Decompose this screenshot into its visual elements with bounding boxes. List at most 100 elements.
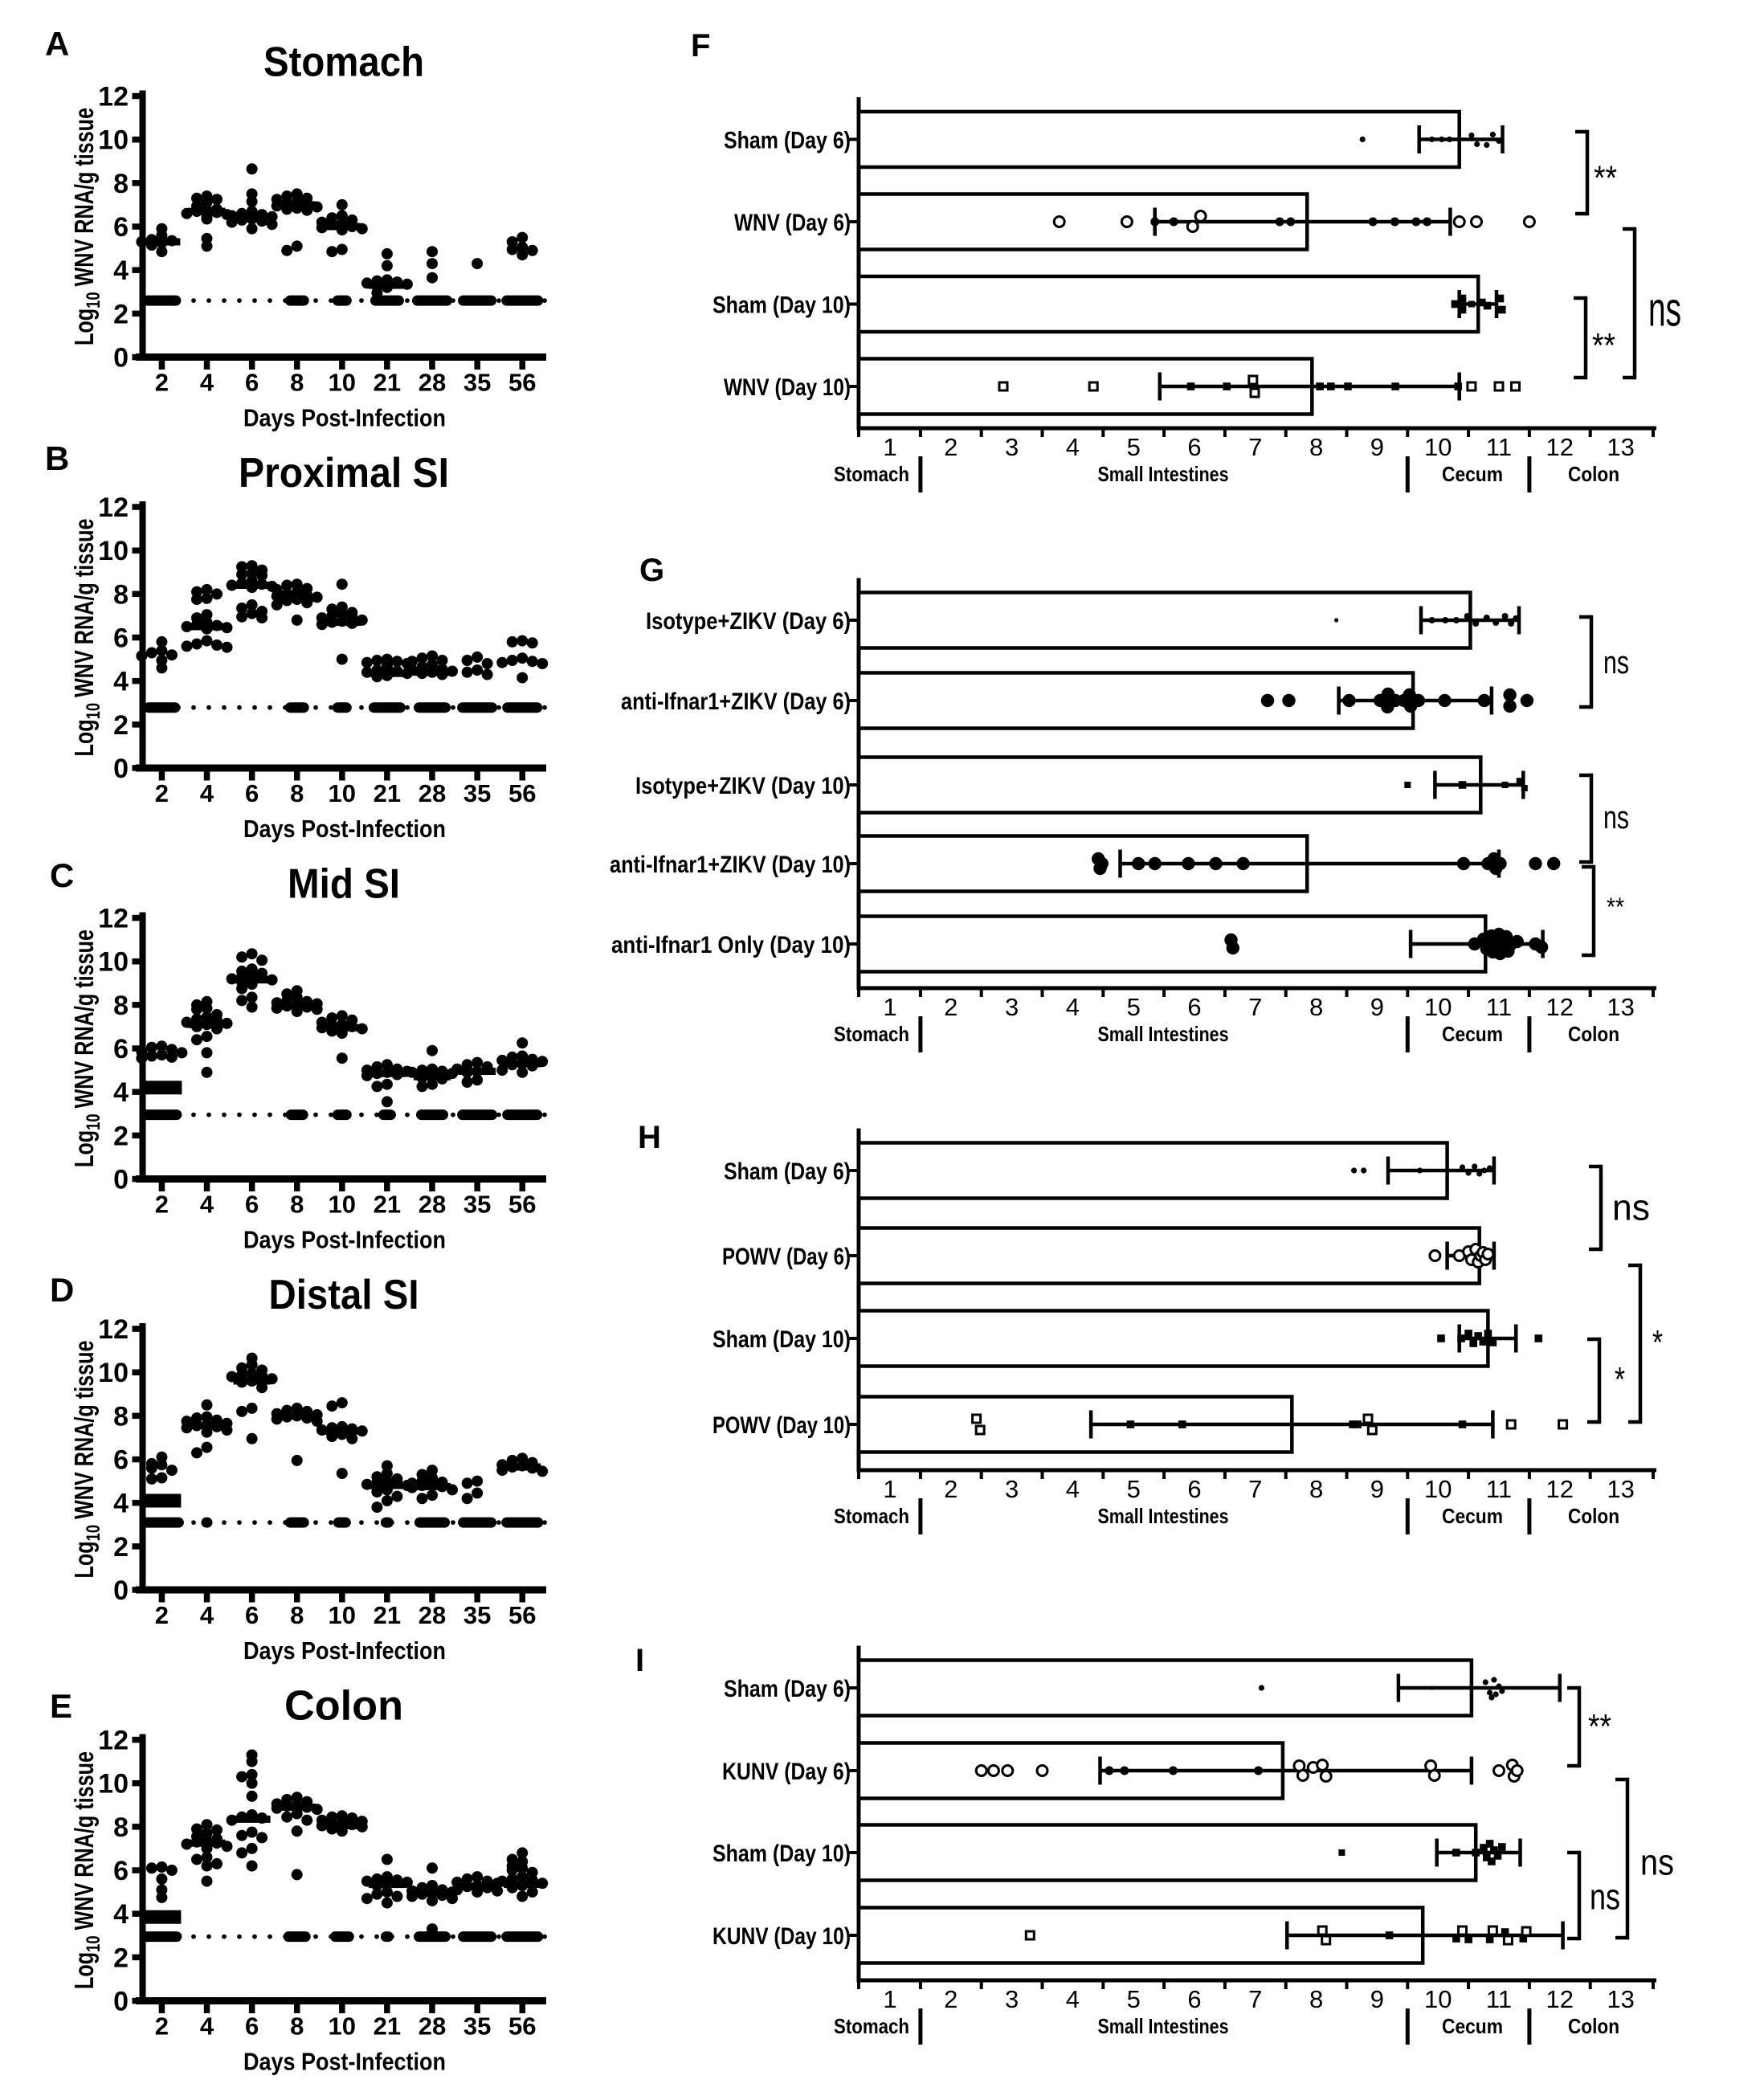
svg-text:7: 7 — [1248, 1475, 1262, 1503]
svg-text:21: 21 — [374, 1191, 401, 1219]
svg-text:12: 12 — [98, 492, 129, 523]
svg-text:anti-Ifnar1 Only (Day 10): anti-Ifnar1 Only (Day 10) — [611, 932, 851, 958]
svg-text:6: 6 — [245, 1191, 259, 1219]
svg-text:Small Intestines: Small Intestines — [1098, 1504, 1229, 1528]
svg-text:Stomach: Stomach — [263, 39, 424, 86]
svg-text:Log10 WNV RNA/g tissue: Log10 WNV RNA/g tissue — [69, 1341, 104, 1579]
svg-text:3: 3 — [1005, 1985, 1019, 2013]
svg-text:Sham (Day 6): Sham (Day 6) — [724, 128, 851, 154]
svg-text:8: 8 — [290, 369, 304, 397]
svg-text:4: 4 — [1066, 993, 1080, 1021]
svg-text:35: 35 — [463, 1601, 491, 1629]
svg-text:10: 10 — [329, 1601, 356, 1629]
svg-text:9: 9 — [1370, 1985, 1384, 2013]
svg-text:6: 6 — [113, 1856, 129, 1886]
svg-text:0: 0 — [113, 1165, 129, 1195]
svg-text:56: 56 — [508, 1191, 536, 1219]
svg-text:10: 10 — [1424, 1475, 1452, 1503]
svg-text:2: 2 — [944, 993, 958, 1021]
svg-text:35: 35 — [463, 779, 491, 807]
svg-text:ns: ns — [1603, 800, 1629, 836]
svg-text:7: 7 — [1248, 993, 1262, 1021]
svg-text:Colon: Colon — [1568, 462, 1619, 486]
svg-text:8: 8 — [113, 579, 129, 610]
svg-text:8: 8 — [290, 1601, 304, 1629]
svg-text:13: 13 — [1607, 993, 1634, 1021]
svg-text:4: 4 — [200, 2012, 214, 2041]
svg-text:21: 21 — [374, 369, 401, 397]
svg-text:anti-Ifnar1+ZIKV (Day 6): anti-Ifnar1+ZIKV (Day 6) — [621, 688, 851, 715]
svg-text:5: 5 — [1127, 1475, 1141, 1503]
svg-text:10: 10 — [98, 1358, 129, 1388]
svg-text:4: 4 — [113, 1899, 129, 1930]
svg-text:2: 2 — [944, 1985, 958, 2013]
svg-text:56: 56 — [508, 369, 536, 397]
svg-text:Colon: Colon — [1568, 1504, 1619, 1528]
svg-text:2: 2 — [113, 1532, 129, 1563]
svg-text:Days Post-Infection: Days Post-Infection — [243, 1226, 446, 1254]
svg-text:Log10 WNV RNA/g tissue: Log10 WNV RNA/g tissue — [69, 930, 104, 1167]
svg-text:5: 5 — [1127, 433, 1141, 461]
svg-text:4: 4 — [113, 1077, 129, 1108]
svg-text:Days Post-Infection: Days Post-Infection — [243, 2048, 446, 2076]
svg-text:35: 35 — [463, 2012, 491, 2041]
svg-text:2: 2 — [113, 710, 129, 741]
svg-text:Cecum: Cecum — [1442, 1022, 1503, 1046]
svg-text:2: 2 — [944, 433, 958, 461]
svg-text:7: 7 — [1248, 433, 1262, 461]
svg-text:G: G — [639, 553, 664, 588]
svg-text:12: 12 — [98, 1726, 129, 1756]
svg-text:2: 2 — [155, 2012, 169, 2041]
svg-text:4: 4 — [1066, 1985, 1080, 2013]
svg-text:E: E — [50, 1687, 72, 1725]
svg-text:6: 6 — [113, 623, 129, 654]
svg-text:Sham (Day 6): Sham (Day 6) — [724, 1158, 851, 1185]
svg-text:4: 4 — [113, 255, 129, 286]
svg-text:**: ** — [1594, 159, 1617, 198]
svg-text:B: B — [45, 439, 69, 477]
svg-text:10: 10 — [1424, 433, 1452, 461]
svg-text:Small Intestines: Small Intestines — [1098, 1022, 1229, 1046]
svg-text:Cecum: Cecum — [1442, 462, 1503, 486]
svg-text:H: H — [638, 1120, 661, 1155]
svg-text:10: 10 — [98, 125, 129, 156]
svg-text:A: A — [45, 25, 69, 63]
svg-text:21: 21 — [374, 2012, 401, 2041]
svg-text:KUNV (Day 10): KUNV (Day 10) — [713, 1923, 851, 1950]
svg-text:2: 2 — [155, 1601, 169, 1629]
svg-text:1: 1 — [883, 433, 896, 461]
svg-text:6: 6 — [245, 2012, 259, 2041]
svg-text:8: 8 — [113, 991, 129, 1021]
svg-text:1: 1 — [883, 993, 896, 1021]
svg-text:11: 11 — [1486, 1985, 1512, 2013]
svg-text:6: 6 — [1187, 993, 1201, 1021]
svg-text:ns: ns — [1640, 1842, 1674, 1883]
svg-text:0: 0 — [113, 1575, 129, 1606]
svg-text:10: 10 — [329, 779, 356, 807]
svg-text:21: 21 — [374, 1601, 401, 1629]
svg-text:28: 28 — [419, 1601, 446, 1629]
svg-text:9: 9 — [1370, 433, 1384, 461]
svg-text:7: 7 — [1248, 1985, 1262, 2013]
svg-text:12: 12 — [1546, 993, 1574, 1021]
svg-text:Colon: Colon — [1568, 1022, 1619, 1046]
svg-text:3: 3 — [1005, 433, 1019, 461]
svg-text:Stomach: Stomach — [834, 1022, 909, 1046]
svg-text:2: 2 — [113, 1121, 129, 1151]
svg-text:Colon: Colon — [1568, 2014, 1619, 2038]
svg-text:6: 6 — [1187, 1985, 1201, 2013]
svg-text:KUNV (Day 6): KUNV (Day 6) — [722, 1759, 851, 1785]
svg-text:3: 3 — [1005, 1475, 1019, 1503]
svg-text:2: 2 — [155, 369, 169, 397]
svg-text:4: 4 — [200, 1191, 214, 1219]
svg-text:Log10 WNV RNA/g tissue: Log10 WNV RNA/g tissue — [69, 519, 104, 757]
svg-text:12: 12 — [1546, 1475, 1574, 1503]
svg-text:4: 4 — [1066, 433, 1080, 461]
svg-text:11: 11 — [1486, 1475, 1512, 1503]
svg-text:28: 28 — [419, 1191, 446, 1219]
svg-text:6: 6 — [245, 779, 259, 807]
svg-text:6: 6 — [245, 1601, 259, 1629]
svg-text:8: 8 — [1309, 1985, 1323, 2013]
svg-text:4: 4 — [200, 1601, 214, 1629]
svg-text:11: 11 — [1486, 993, 1512, 1021]
